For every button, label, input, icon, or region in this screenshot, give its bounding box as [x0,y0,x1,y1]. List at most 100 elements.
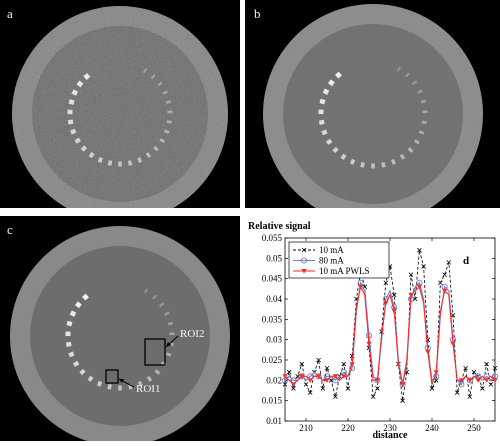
data-point [471,369,477,375]
data-point [484,378,490,383]
insert-rod [169,332,175,336]
data-point [383,280,389,286]
signal-profile-chart: Relative signal d distance 210 220 230 240 2… [245,216,500,441]
insert-ring-c [65,288,175,391]
x-tick-label: 240 [425,423,439,433]
data-point [383,301,389,306]
panel-label-b: b [254,6,261,21]
data-point [328,378,334,383]
data-point [307,390,313,395]
insert-rod [66,320,73,327]
insert-rod [152,294,157,300]
x-tick-label: 220 [341,423,355,433]
data-point [324,365,330,371]
insert-rod [87,375,94,382]
series-layer [281,247,499,403]
data-point [417,247,422,253]
data-point [374,378,380,383]
chart-panel-label: d [463,255,469,267]
data-point [358,284,364,290]
data-point [442,272,447,277]
insert-rod [68,351,75,358]
y-tick-label: 0.05 [266,253,282,263]
data-point [375,386,380,391]
data-point [412,296,418,302]
data-point [301,269,307,274]
data-point [400,382,406,387]
roi2-box [144,338,166,366]
chart-title: Relative signal [248,221,311,232]
insert-rod [79,368,86,376]
y-tick-label: 0.055 [262,233,283,243]
data-point [450,312,456,318]
y-tick-label: 0.03 [266,335,282,345]
data-point [301,247,307,253]
data-point [345,386,351,391]
data-point [475,378,481,383]
data-point [324,378,330,383]
insert-rod [143,288,149,294]
data-point [295,373,300,379]
x-tick-label: 210 [299,423,313,433]
data-point [466,377,473,384]
x-tick-label: 230 [383,423,397,433]
insert-rod [72,360,80,367]
data-point [454,390,460,395]
data-point [480,386,485,391]
data-point [320,386,326,391]
insert-rod [158,302,165,308]
data-point [370,394,376,399]
data-point [316,357,321,363]
insert-rod [96,380,103,387]
data-point [425,349,431,355]
data-point [408,272,414,277]
data-point [286,369,292,375]
data-point [446,260,452,265]
ct-panel-a: a [0,0,240,208]
panel-label-c: c [7,222,13,237]
legend-label: 80 mA [319,256,344,266]
data-point [416,284,422,290]
insert-rod [69,310,77,317]
data-point [366,341,372,347]
insert-rod [65,331,71,337]
chart-svg: Relative signal d distance 210 220 230 240 2… [248,221,499,441]
data-point [299,361,305,367]
insert-rod [65,341,72,347]
data-point [467,378,473,383]
roi2-label: ROI2 [180,328,205,340]
x-tick-label: 250 [467,423,481,433]
legend-label: 10 mA [319,245,344,255]
data-point [333,394,338,399]
data-point [391,309,397,314]
ct-image-a [12,6,228,208]
roi1-arrowhead [119,379,124,383]
series-line [284,250,496,401]
panel-label-a: a [7,6,13,21]
roi1-label: ROI1 [136,383,161,395]
data-point [316,374,322,379]
data-point [290,382,296,387]
data-point [433,370,439,375]
roi2-arrowhead [166,342,171,347]
insert-rod [154,369,161,375]
series-2 [282,284,498,387]
data-point [299,374,305,379]
y-tick-label: 0.04 [266,294,282,304]
data-point [307,378,313,383]
insert-rod [165,352,172,357]
data-point [421,264,426,269]
y-tick-label: 0.01 [266,416,282,426]
data-point [391,292,397,298]
legend-label: 10 mA PWLS [319,266,370,276]
y-tick-label: 0.045 [262,274,283,284]
insert-rod [167,321,174,326]
ct-image-c [10,226,230,441]
ct-panel-b: b [245,0,500,208]
data-point [400,398,405,403]
x-axis-label: distance [373,430,409,441]
y-tick-label: 0.025 [262,355,283,365]
ct-image-b [263,4,483,208]
data-point [484,361,489,367]
